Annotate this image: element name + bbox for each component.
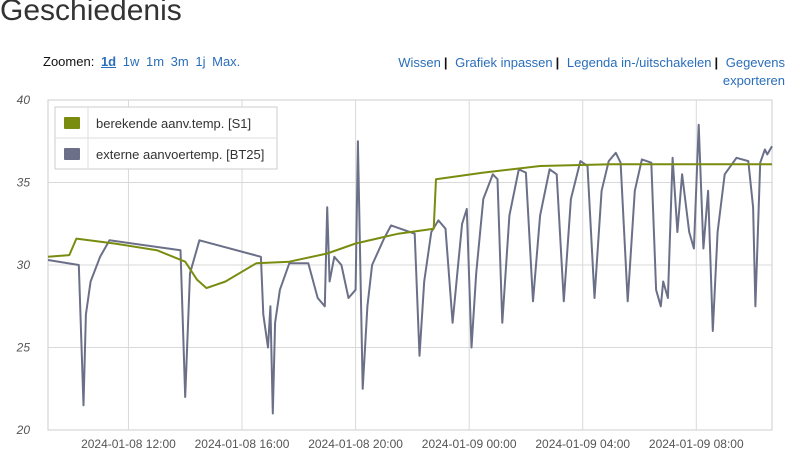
separator: | (443, 55, 448, 70)
series-line-s1 (47, 163, 772, 290)
separator: | (714, 55, 719, 70)
x-axis: 2024-01-08 12:00 2024-01-08 16:00 2024-01-… (81, 437, 744, 451)
legend[interactable]: berekende aanv.temp. [S1] externe aanvoe… (54, 106, 278, 170)
y-tick-label: 40 (17, 93, 31, 107)
zoom-1j-link[interactable]: 1j (195, 54, 206, 69)
y-axis: 20 25 30 35 40 (16, 93, 31, 437)
clear-link[interactable]: Wissen (398, 55, 441, 70)
series-lines (47, 123, 773, 415)
x-tick-label: 2024-01-09 00:00 (422, 437, 517, 451)
zoom-bar: Zoomen: 1d 1w 1m 3m 1j Max. (43, 54, 240, 69)
zoom-label: Zoomen: (43, 54, 95, 69)
toggle-legend-link[interactable]: Legenda in-/uitschakelen (566, 55, 712, 70)
export-data-link[interactable]: Gegevens exporteren (722, 55, 785, 88)
zoom-1m-link[interactable]: 1m (145, 54, 165, 69)
x-tick-label: 2024-01-08 20:00 (308, 437, 403, 451)
legend-label-s1: berekende aanv.temp. [S1] (96, 116, 251, 131)
series-line-bt25 (47, 123, 773, 415)
y-tick-label: 20 (16, 423, 31, 437)
fit-chart-link[interactable]: Grafiek inpassen (455, 55, 553, 70)
legend-swatch-s1 (64, 117, 80, 129)
zoom-3m-link[interactable]: 3m (170, 54, 189, 69)
chart-actions: Wissen | Grafiek inpassen | Legenda in-/ui… (355, 54, 785, 90)
zoom-1w-link[interactable]: 1w (122, 54, 140, 69)
x-tick-label: 2024-01-09 08:00 (649, 437, 744, 451)
zoom-1d-link[interactable]: 1d (100, 54, 117, 69)
separator: | (555, 55, 560, 70)
x-tick-label: 2024-01-08 16:00 (195, 437, 290, 451)
y-tick-label: 25 (16, 341, 31, 355)
y-tick-label: 35 (17, 176, 31, 190)
legend-label-bt25: externe aanvoertemp. [BT25] (96, 147, 264, 162)
y-tick-label: 30 (17, 258, 31, 272)
history-chart[interactable]: 20 25 30 35 40 2024-01-08 12:00 2024-01-08 16… (0, 90, 800, 455)
legend-swatch-bt25 (64, 148, 80, 160)
page-title: Geschiedenis (0, 0, 182, 27)
x-tick-label: 2024-01-08 12:00 (81, 437, 176, 451)
x-tick-label: 2024-01-09 04:00 (535, 437, 630, 451)
zoom-max-link[interactable]: Max. (212, 54, 241, 69)
